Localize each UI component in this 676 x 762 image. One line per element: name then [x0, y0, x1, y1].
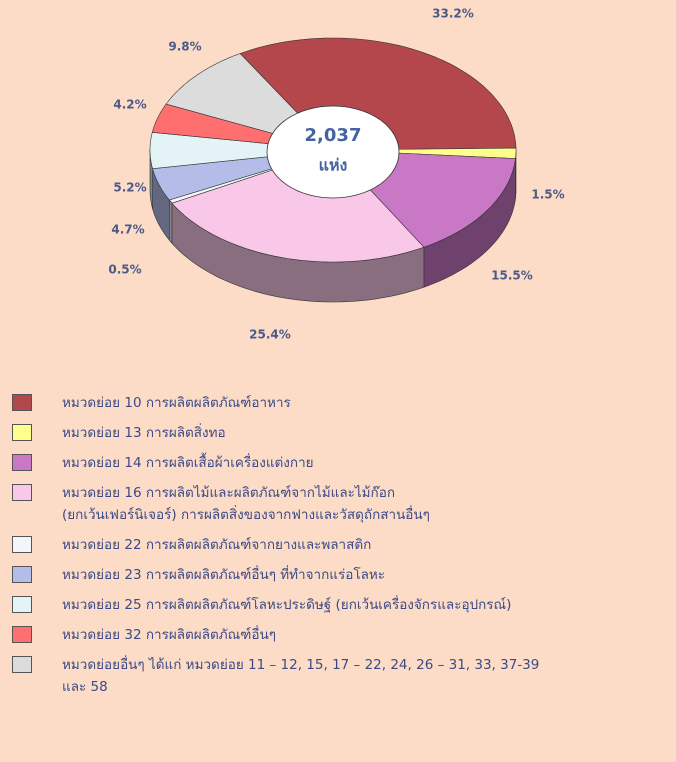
- data-label: 0.5%: [108, 263, 141, 277]
- legend-label: หมวดย่อย 32 การผลิตผลิตภัณฑ์อื่นๆ: [62, 627, 276, 643]
- legend-item: หมวดย่อย 10 การผลิตผลิตภัณฑ์อาหาร: [12, 392, 672, 414]
- legend-item: หมวดย่อย 23 การผลิตผลิตภัณฑ์อื่นๆ ที่ทำจ…: [12, 564, 672, 586]
- data-label: 1.5%: [531, 188, 564, 202]
- legend-swatch: [12, 536, 32, 553]
- legend-label: หมวดย่อย 25 การผลิตผลิตภัณฑ์โลหะประดิษฐ์…: [62, 597, 512, 613]
- legend-item: หมวดย่อยอื่นๆ ได้แก่ หมวดย่อย 11 – 12, 1…: [12, 654, 672, 698]
- center-unit: แห่ง: [319, 156, 348, 175]
- pie-slice: [149, 131, 334, 170]
- legend-swatch: [12, 454, 32, 471]
- legend-item: หมวดย่อย 14 การผลิตเสื้อผ้าเครื่องแต่งกา…: [12, 452, 672, 474]
- legend-swatch: [12, 656, 32, 673]
- pie-side: [169, 199, 173, 244]
- legend-label: หมวดย่อย 16 การผลิตไม้และผลิตภัณฑ์จากไม้…: [62, 485, 430, 523]
- legend-label: หมวดย่อย 13 การผลิตสิ่งทอ: [62, 425, 226, 441]
- legend-swatch: [12, 484, 32, 501]
- legend-swatch: [12, 596, 32, 613]
- legend-label: หมวดย่อย 22 การผลิตผลิตภัณฑ์จากยางและพลา…: [62, 537, 372, 553]
- data-label: 9.8%: [168, 40, 201, 54]
- data-label: 4.7%: [111, 223, 144, 237]
- legend-swatch: [12, 394, 32, 411]
- center-ellipse: [266, 105, 400, 199]
- legend-label: หมวดย่อย 14 การผลิตเสื้อผ้าเครื่องแต่งกา…: [62, 455, 314, 471]
- center-label: 2,037: [305, 125, 362, 146]
- legend-swatch: [12, 626, 32, 643]
- legend: หมวดย่อย 10 การผลิตผลิตภัณฑ์อาหารหมวดย่อ…: [12, 392, 672, 706]
- legend-item: หมวดย่อย 22 การผลิตผลิตภัณฑ์จากยางและพลา…: [12, 534, 672, 556]
- data-label: 5.2%: [113, 181, 146, 195]
- legend-label: หมวดย่อยอื่นๆ ได้แก่ หมวดย่อย 11 – 12, 1…: [62, 657, 540, 695]
- pie-slice: [171, 149, 425, 263]
- data-label: 33.2%: [432, 7, 474, 21]
- legend-label: หมวดย่อย 23 การผลิตผลิตภัณฑ์อื่นๆ ที่ทำจ…: [62, 567, 386, 583]
- data-label: 15.5%: [491, 269, 533, 283]
- legend-item: หมวดย่อย 32 การผลิตผลิตภัณฑ์อื่นๆ: [12, 624, 672, 646]
- legend-item: หมวดย่อย 13 การผลิตสิ่งทอ: [12, 422, 672, 444]
- data-label: 25.4%: [249, 328, 291, 342]
- legend-swatch: [12, 424, 32, 441]
- legend-item: หมวดย่อย 16 การผลิตไม้และผลิตภัณฑ์จากไม้…: [12, 482, 672, 526]
- data-label: 4.2%: [113, 98, 146, 112]
- legend-label: หมวดย่อย 10 การผลิตผลิตภัณฑ์อาหาร: [62, 395, 291, 411]
- legend-item: หมวดย่อย 25 การผลิตผลิตภัณฑ์โลหะประดิษฐ์…: [12, 594, 672, 616]
- legend-swatch: [12, 566, 32, 583]
- chart: 2,037 แห่ง 33.2% 1.5% 15.5% 25.4% 0.5% 4.7% 5.2%…: [108, 7, 564, 342]
